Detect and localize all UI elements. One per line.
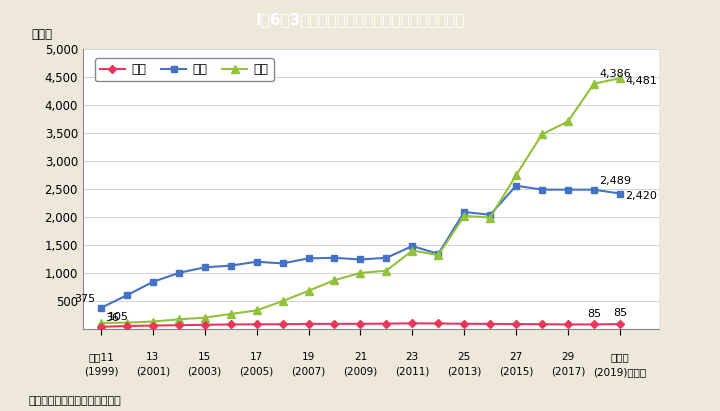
Text: (2011): (2011)	[395, 367, 430, 377]
Text: 13: 13	[146, 352, 159, 362]
Text: 27: 27	[510, 352, 523, 362]
Text: 2,489: 2,489	[599, 176, 631, 186]
Text: 36: 36	[105, 314, 119, 323]
Text: (2019)（年）: (2019)（年）	[593, 367, 647, 377]
Text: 375: 375	[75, 295, 96, 305]
Text: 4,386: 4,386	[599, 69, 631, 79]
Text: 17: 17	[250, 352, 264, 362]
Text: 2,420: 2,420	[625, 191, 657, 201]
Text: (2015): (2015)	[499, 367, 534, 377]
Text: 23: 23	[405, 352, 419, 362]
Text: 29: 29	[562, 352, 575, 362]
Text: (2003): (2003)	[188, 367, 222, 377]
Text: 85: 85	[587, 309, 601, 319]
Text: 令和元: 令和元	[611, 352, 629, 362]
Text: 21: 21	[354, 352, 367, 362]
Text: I－6－3図　夫から妻への犯罪の検挙件数の推移: I－6－3図 夫から妻への犯罪の検挙件数の推移	[256, 12, 464, 27]
Text: 19: 19	[302, 352, 315, 362]
Text: 105: 105	[107, 312, 128, 322]
Text: (2007): (2007)	[292, 367, 325, 377]
Text: 4,481: 4,481	[625, 76, 657, 85]
Text: (2005): (2005)	[240, 367, 274, 377]
Legend: 殺人, 倰害, 暴行: 殺人, 倰害, 暴行	[95, 58, 274, 81]
Text: （件）: （件）	[31, 28, 52, 41]
Text: (2017): (2017)	[551, 367, 585, 377]
Text: 15: 15	[198, 352, 212, 362]
Text: 25: 25	[458, 352, 471, 362]
Text: 平成11: 平成11	[88, 352, 114, 362]
Text: (2013): (2013)	[447, 367, 482, 377]
Text: (2009): (2009)	[343, 367, 377, 377]
Text: (2001): (2001)	[136, 367, 170, 377]
Text: 85: 85	[613, 309, 627, 319]
Text: (1999): (1999)	[84, 367, 118, 377]
Text: （備考）警察庁資料より作成。: （備考）警察庁資料より作成。	[29, 396, 122, 406]
